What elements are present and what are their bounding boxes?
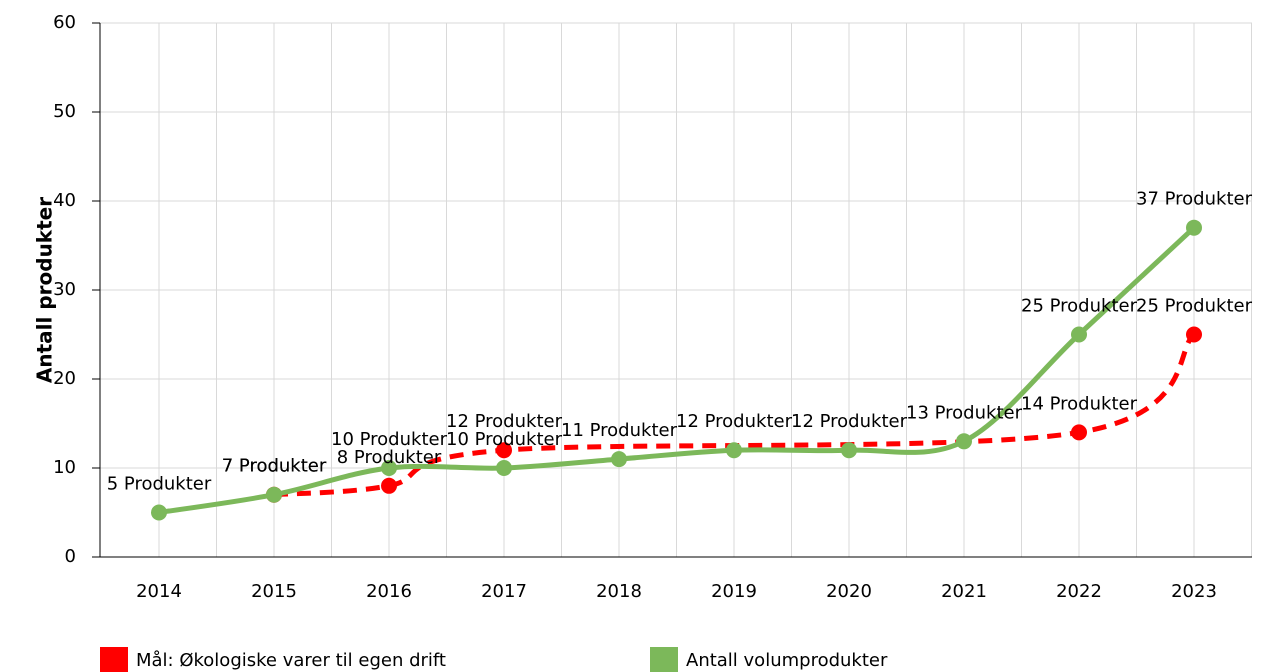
data-label: 13 Produkter (906, 402, 1023, 423)
data-label: 11 Produkter (561, 420, 678, 441)
data-label: 5 Produkter (107, 474, 212, 495)
y-tick-label: 0 (65, 546, 76, 567)
point (496, 442, 512, 459)
x-tick-label: 2014 (136, 581, 182, 602)
point (381, 460, 397, 476)
point (611, 451, 627, 468)
legend-label: Mål: Økologiske varer til egen drift (136, 650, 446, 671)
point (1071, 424, 1087, 441)
data-label: 12 Produkter (446, 411, 563, 432)
y-tick-label: 20 (53, 368, 76, 389)
x-tick-label: 2015 (251, 581, 297, 602)
x-tick-label: 2020 (826, 581, 872, 602)
point (496, 460, 512, 476)
x-tick-label: 2022 (1056, 581, 1102, 602)
legend-swatch (650, 647, 678, 672)
y-tick-label: 50 (53, 101, 76, 122)
data-label: 8 Produkter (337, 447, 442, 468)
y-tick-label: 40 (53, 190, 76, 211)
point (1186, 219, 1202, 236)
point (726, 442, 742, 459)
y-tick-label: 10 (53, 457, 76, 478)
data-label: 12 Produkter (676, 411, 793, 432)
legend-label: Antall volumprodukter (686, 650, 888, 671)
x-tick-label: 2017 (481, 581, 527, 602)
data-label: 7 Produkter (222, 456, 327, 477)
data-label: 25 Produkter (1021, 296, 1138, 317)
point (151, 504, 167, 521)
series-line (156, 225, 1197, 515)
data-label: 14 Produkter (1021, 393, 1138, 414)
data-label: 12 Produkter (791, 411, 908, 432)
legend-swatch (100, 647, 128, 672)
point (841, 442, 857, 459)
x-tick-label: 2019 (711, 581, 757, 602)
point (956, 433, 972, 450)
data-label: 10 Produkter (446, 429, 563, 450)
point (1071, 326, 1087, 343)
point (381, 477, 397, 494)
data-label: 25 Produkter (1136, 296, 1253, 317)
y-tick-label: 60 (53, 12, 76, 33)
y-axis-label: Antall produkter (33, 197, 57, 383)
data-label: 7 Produkter (222, 456, 327, 477)
data-label: 10 Produkter (331, 429, 448, 450)
x-tick-label: 2023 (1171, 581, 1217, 602)
x-tick-label: 2018 (596, 581, 642, 602)
x-tick-label: 2021 (941, 581, 987, 602)
data-label: 37 Produkter (1136, 189, 1253, 210)
point (1186, 326, 1202, 343)
x-tick-label: 2016 (366, 581, 412, 602)
y-tick-label: 30 (53, 279, 76, 300)
point (266, 486, 282, 503)
